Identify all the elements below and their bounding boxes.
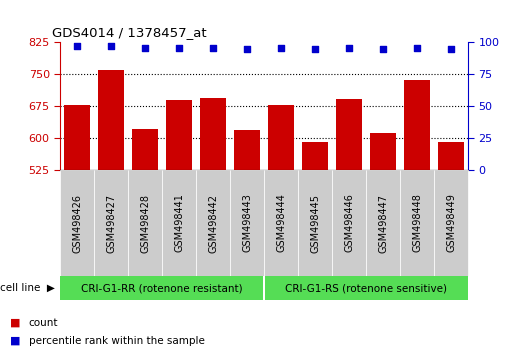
Text: GSM498426: GSM498426 [72, 194, 82, 252]
Text: GSM498443: GSM498443 [242, 194, 252, 252]
Bar [98, 70, 124, 170]
Bar [438, 142, 464, 170]
Bar [166, 100, 192, 170]
Point [345, 45, 354, 50]
Point [141, 45, 150, 50]
Point [209, 45, 218, 50]
Text: GSM498444: GSM498444 [276, 194, 286, 252]
Bar [404, 80, 430, 170]
Point [73, 44, 82, 49]
Text: cell line  ▶: cell line ▶ [0, 283, 55, 293]
Point [107, 44, 116, 49]
Text: CRI-G1-RS (rotenone sensitive): CRI-G1-RS (rotenone sensitive) [285, 283, 447, 293]
Bar [234, 130, 260, 170]
Text: ■: ■ [10, 336, 21, 346]
Bar [302, 142, 328, 170]
Text: GSM498442: GSM498442 [208, 194, 218, 252]
Text: GSM498441: GSM498441 [174, 194, 184, 252]
Text: percentile rank within the sample: percentile rank within the sample [29, 336, 204, 346]
Text: GSM498448: GSM498448 [412, 194, 422, 252]
Bar [200, 98, 226, 170]
Bar [268, 105, 294, 170]
Text: GDS4014 / 1378457_at: GDS4014 / 1378457_at [52, 25, 207, 39]
Point [175, 45, 184, 50]
Text: ■: ■ [10, 318, 21, 328]
Text: GSM498446: GSM498446 [344, 194, 354, 252]
Point [379, 46, 388, 52]
Point [311, 46, 320, 52]
Point [243, 46, 252, 52]
Bar [336, 99, 362, 170]
Bar [132, 129, 158, 170]
Text: GSM498428: GSM498428 [140, 194, 150, 252]
Point [277, 45, 286, 50]
Text: GSM498447: GSM498447 [378, 194, 388, 252]
Text: GSM498445: GSM498445 [310, 194, 320, 252]
Bar [64, 105, 90, 170]
Text: count: count [29, 318, 58, 328]
Point [447, 46, 456, 52]
Text: CRI-G1-RR (rotenone resistant): CRI-G1-RR (rotenone resistant) [81, 283, 243, 293]
Bar [370, 133, 396, 170]
Point [413, 45, 422, 50]
Text: GSM498449: GSM498449 [446, 194, 456, 252]
Text: GSM498427: GSM498427 [106, 193, 116, 253]
